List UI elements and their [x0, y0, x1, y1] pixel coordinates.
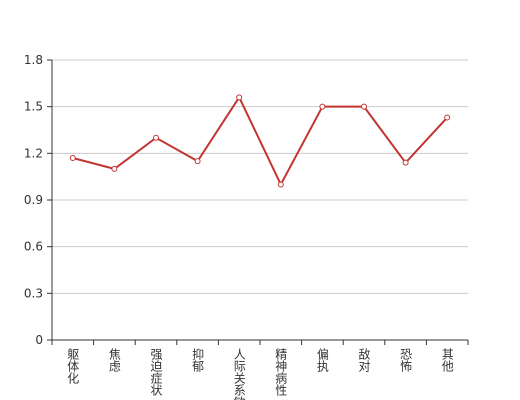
line — [72, 95, 448, 187]
y-tick-label: 1.5 — [24, 100, 43, 114]
x-tick-label: 其他 — [440, 348, 454, 372]
x-tick-label: 人际关系敏感 — [232, 348, 246, 400]
x-tick-label: 精神病性 — [274, 348, 288, 397]
y-tick-label: 0.9 — [24, 193, 43, 207]
x-tick-label: 恐怖 — [399, 348, 413, 372]
y-tick-label: 1.2 — [24, 146, 43, 160]
x-tick-label: 躯体化 — [66, 347, 80, 385]
x-tick-label: 敌对 — [357, 347, 371, 372]
point — [194, 158, 201, 165]
y-tick-label: 0.6 — [24, 240, 43, 254]
point — [69, 155, 76, 161]
point — [153, 134, 159, 141]
x-tick-label: 抑郁 — [191, 347, 205, 373]
point — [111, 165, 118, 172]
point — [361, 103, 367, 110]
point — [319, 103, 326, 110]
x-tick-label: 强迫症状 — [149, 348, 163, 396]
x-tick-label: 焦虑 — [107, 348, 121, 372]
point — [402, 159, 409, 166]
y-tick-label: 0.3 — [24, 286, 43, 300]
y-tick-label: 1.8 — [24, 53, 43, 67]
y-tick-label: 0 — [35, 333, 43, 347]
x-tick-label: 偏执 — [315, 347, 329, 373]
point — [277, 181, 284, 188]
point — [236, 94, 243, 101]
point — [444, 114, 451, 121]
